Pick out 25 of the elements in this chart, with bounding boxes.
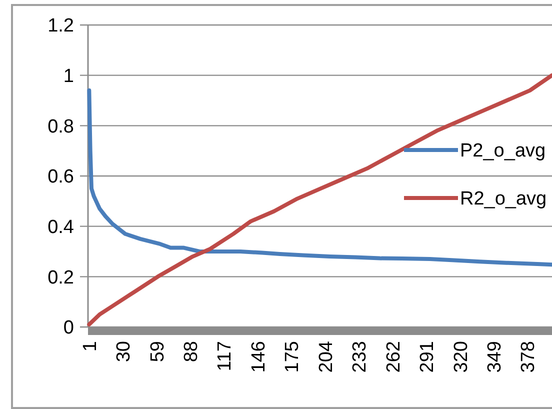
y-tick-label: 0.2 — [48, 267, 74, 288]
legend-label: R2_o_avg — [460, 188, 547, 210]
x-tick-label: 88 — [180, 341, 202, 362]
y-tick-label: 0.8 — [48, 116, 74, 138]
line-series — [87, 73, 552, 326]
x-tick-label: 117 — [214, 341, 236, 372]
x-tick-label: 59 — [147, 341, 168, 362]
y-tick-label: 0.4 — [48, 216, 74, 238]
y-tick-label: 1.2 — [48, 16, 74, 37]
x-tick-label: 349 — [484, 341, 506, 373]
x-tick-label: 233 — [350, 341, 371, 373]
x-tick-label: 1 — [80, 341, 101, 352]
legend-label: P2_o_avg — [460, 140, 546, 162]
line-series — [87, 88, 552, 267]
x-tick-label: 320 — [450, 341, 472, 373]
x-tick-label: 146 — [248, 341, 270, 373]
x-tick-label: 204 — [316, 340, 337, 373]
x-tick-label: 378 — [518, 341, 540, 373]
x-tick-label: 30 — [114, 341, 135, 362]
x-tick-label: 175 — [282, 341, 304, 373]
y-tick-label: 1 — [63, 66, 74, 87]
y-tick-label: 0 — [63, 318, 74, 339]
x-tick-label: 291 — [417, 341, 438, 373]
x-tick-label: 262 — [383, 341, 404, 373]
y-tick-label: 0.6 — [48, 166, 74, 188]
